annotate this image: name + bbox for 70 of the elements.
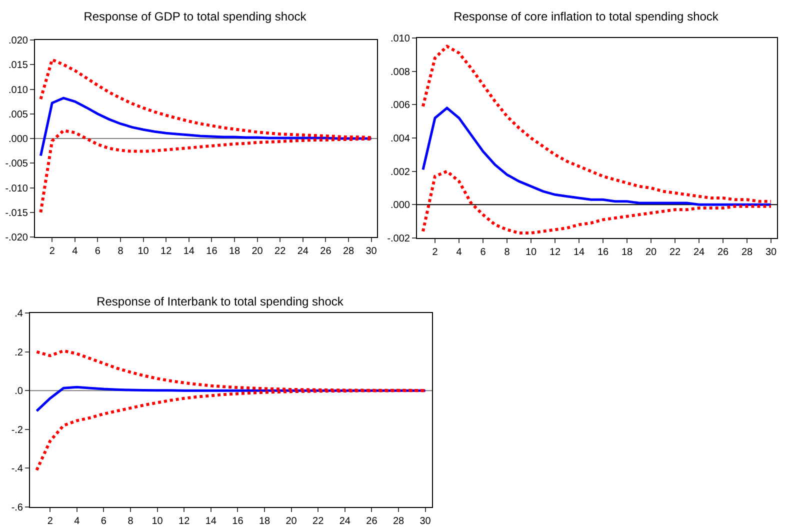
x-tick-label: 4: [72, 246, 78, 257]
x-tick-label: 22: [312, 516, 324, 527]
x-tick-label: 12: [160, 246, 172, 257]
x-tick-label: 2: [49, 246, 56, 257]
y-tick-label: -.005: [5, 158, 28, 170]
x-tick-label: 6: [100, 516, 107, 527]
y-tick-label: -.4: [11, 464, 24, 475]
y-tick-label: .002: [390, 166, 410, 178]
x-tick-label: 14: [205, 516, 217, 527]
x-tick-label: 14: [573, 247, 585, 258]
y-tick-label: .000: [390, 200, 410, 212]
x-tick-label: 24: [297, 246, 309, 257]
x-tick-label: 30: [366, 246, 378, 257]
x-tick-label: 4: [74, 516, 80, 527]
y-tick-label: .005: [8, 109, 28, 120]
y-tick-label: .4: [14, 308, 24, 320]
y-tick-label: -.6: [11, 502, 24, 514]
x-tick-label: 26: [366, 516, 378, 527]
x-tick-label: 2: [432, 247, 438, 258]
x-tick-label: 22: [669, 247, 681, 258]
y-tick-label: .020: [8, 36, 28, 46]
y-tick-label: .004: [390, 134, 410, 144]
y-tick-label: .015: [8, 60, 28, 72]
x-tick-label: 18: [621, 247, 633, 258]
x-tick-label: 8: [128, 516, 134, 527]
x-tick-label: 14: [183, 246, 195, 257]
x-tick-label: 20: [645, 247, 657, 258]
chart-title: Response of core inflation to total spending shock: [454, 9, 720, 24]
x-tick-label: 28: [741, 247, 753, 258]
x-tick-label: 30: [420, 516, 432, 527]
x-tick-label: 28: [392, 516, 404, 527]
y-tick-label: -.2: [11, 424, 24, 436]
x-tick-label: 22: [274, 246, 286, 257]
x-tick-label: 20: [252, 246, 264, 257]
x-tick-label: 10: [138, 246, 150, 257]
x-tick-label: 10: [152, 516, 164, 527]
x-tick-label: 16: [597, 247, 609, 258]
x-tick-label: 6: [94, 246, 101, 257]
chart-title: Response of Interbank to total spending shock: [96, 294, 344, 308]
y-tick-label: .010: [390, 34, 410, 44]
y-tick-label: .0: [14, 386, 24, 398]
x-tick-label: 26: [717, 247, 729, 258]
y-tick-label: -.015: [5, 208, 28, 219]
x-tick-label: 16: [232, 516, 244, 527]
x-tick-label: 24: [339, 516, 351, 527]
x-tick-label: 20: [286, 516, 298, 527]
x-tick-label: 4: [456, 247, 462, 258]
x-tick-label: 18: [228, 246, 240, 257]
x-tick-label: 26: [320, 246, 332, 257]
x-tick-label: 30: [765, 247, 777, 258]
chart-title: Response of GDP to total spending shock: [84, 9, 308, 24]
y-tick-label: -.002: [387, 234, 410, 244]
x-tick-label: 8: [504, 247, 510, 258]
y-tick-label: .000: [8, 134, 28, 145]
x-tick-label: 24: [693, 247, 705, 258]
y-tick-label: .010: [8, 84, 28, 96]
x-tick-label: 12: [178, 516, 190, 527]
x-tick-label: 2: [47, 516, 54, 527]
y-tick-label: .008: [390, 66, 410, 78]
x-tick-label: 6: [480, 247, 486, 258]
x-tick-label: 8: [118, 246, 124, 257]
y-tick-label: .006: [390, 100, 410, 112]
y-tick-label: .2: [14, 347, 24, 358]
x-tick-label: 28: [342, 246, 354, 257]
y-tick-label: -.020: [5, 232, 28, 244]
x-tick-label: 16: [206, 246, 218, 257]
x-tick-label: 18: [258, 516, 270, 527]
x-tick-label: 10: [525, 247, 537, 258]
y-tick-label: -.010: [5, 183, 28, 194]
x-tick-label: 12: [549, 247, 561, 258]
